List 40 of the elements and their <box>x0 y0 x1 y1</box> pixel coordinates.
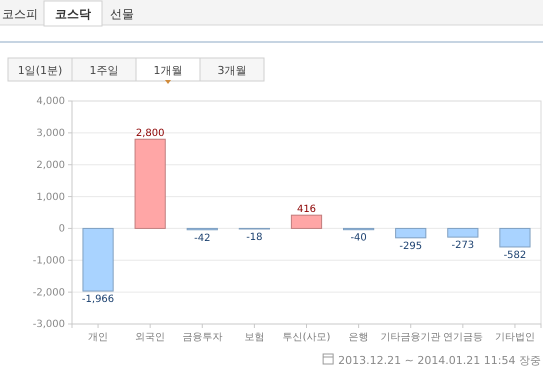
text: 1주일 <box>90 64 118 77</box>
x-tick-label: 은행 <box>348 332 369 343</box>
x-tick-label: 외국인 <box>135 332 166 343</box>
text: 1일(1분) <box>18 64 62 77</box>
data-label: -42 <box>194 232 210 244</box>
data-label: -273 <box>451 240 474 252</box>
x-tick-label: 개인 <box>88 332 108 343</box>
bar <box>134 138 166 229</box>
text: 2013.12.21 ~ 2014.01.21 11:54 장중 <box>338 354 541 367</box>
y-tick-label: -1,000 <box>32 255 65 266</box>
y-tick-label: 0 <box>58 224 65 235</box>
text: 코스피 <box>2 7 38 21</box>
y-tick-label: -2,000 <box>32 287 65 298</box>
data-label: -1,966 <box>82 294 114 306</box>
x-tick-label: 기타금융기관 <box>380 332 441 343</box>
y-tick-label: 1,000 <box>36 192 65 203</box>
x-tick-label: 투신(사모) <box>282 332 330 343</box>
data-label: -18 <box>246 232 263 243</box>
bar <box>290 214 322 229</box>
text: 선물 <box>110 7 134 21</box>
x-tick-label: 금융투자 <box>182 332 222 343</box>
x-tick-label: 연기금등 <box>442 332 483 343</box>
y-tick-label: 4,000 <box>36 96 65 108</box>
text: 1개월 <box>154 64 182 77</box>
data-label: 416 <box>296 204 316 216</box>
text: 3개월 <box>218 64 246 77</box>
bar <box>447 228 478 238</box>
bar <box>82 228 114 292</box>
bar <box>499 228 531 248</box>
y-tick-label: 3,000 <box>36 128 65 140</box>
y-tick-label: 2,000 <box>36 160 65 171</box>
data-label: 2,800 <box>136 128 164 140</box>
data-label: -295 <box>399 240 422 252</box>
text: 코스닥 <box>55 7 91 21</box>
y-tick-label: -3,000 <box>32 319 65 330</box>
data-label: -582 <box>504 250 526 261</box>
x-tick-label: 보험 <box>244 332 264 343</box>
data-label: -40 <box>350 232 367 244</box>
x-tick-label: 기타법인 <box>494 332 535 343</box>
bar <box>395 228 426 238</box>
